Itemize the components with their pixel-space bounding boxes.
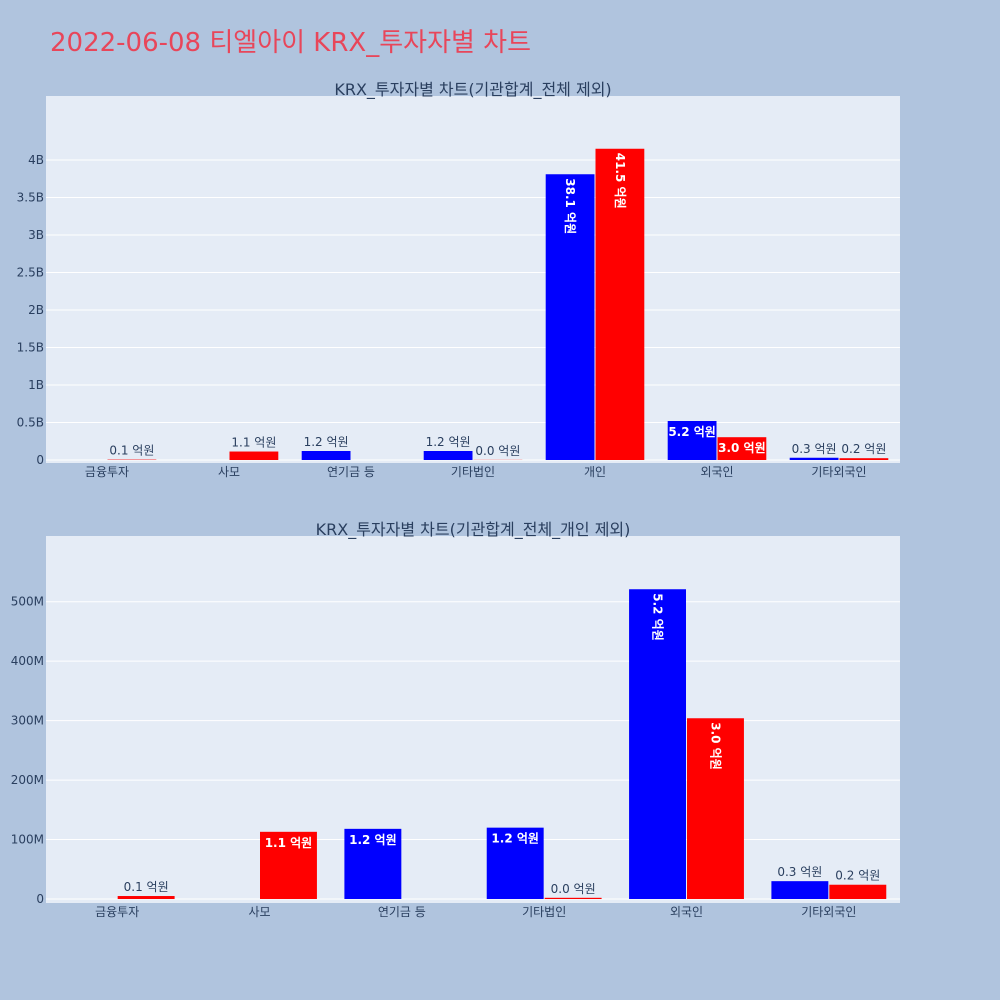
chart-title: KRX_투자자별 차트(기관합계_전체_개인 제외) bbox=[316, 520, 631, 540]
x-tick-label: 외국인 bbox=[670, 905, 703, 919]
page-title: 2022-06-08 티엘아이 KRX_투자자별 차트 bbox=[50, 28, 532, 58]
y-tick-label: 200M bbox=[11, 773, 44, 787]
x-tick-label: 연기금 등 bbox=[378, 905, 426, 919]
chart-title: KRX_투자자별 차트(기관합계_전체 제외) bbox=[334, 80, 611, 100]
bar bbox=[717, 437, 767, 460]
bar bbox=[486, 827, 544, 899]
bar bbox=[423, 451, 473, 460]
x-tick-label: 기타법인 bbox=[451, 465, 495, 479]
y-tick-label: 400M bbox=[11, 654, 44, 668]
data-label: 0.0 억원 bbox=[475, 444, 520, 458]
bar bbox=[629, 589, 686, 899]
x-tick-label: 사모 bbox=[248, 905, 270, 919]
y-tick-label: 0 bbox=[36, 453, 44, 467]
chart-1: 0 0.5B 1B 1.5B 2B 2.5B 3B 3.5B 4B KRX_투자자별 차트(기관합… bbox=[17, 80, 900, 479]
y-tick-label: 2B bbox=[28, 303, 44, 317]
data-label: 5.2 억원 bbox=[668, 425, 716, 439]
y-tick-label: 0.5B bbox=[17, 416, 44, 430]
data-label: 38.1 억원 bbox=[563, 178, 577, 234]
plot-area bbox=[46, 536, 900, 903]
bar bbox=[544, 897, 602, 899]
bar bbox=[839, 458, 889, 460]
bar bbox=[344, 828, 402, 899]
data-label: 1.2 억원 bbox=[491, 832, 539, 846]
data-label: 1.2 억원 bbox=[349, 833, 397, 847]
plot-area bbox=[46, 96, 900, 463]
data-label: 0.0 억원 bbox=[551, 882, 596, 896]
x-tick-label: 외국인 bbox=[700, 465, 733, 479]
data-label: 41.5 억원 bbox=[613, 153, 627, 209]
data-label: 1.1 억원 bbox=[265, 836, 313, 850]
data-label: 3.0 억원 bbox=[718, 441, 766, 455]
y-tick-label: 3.5B bbox=[17, 191, 44, 205]
data-label: 0.3 억원 bbox=[792, 442, 837, 456]
y-tick-label: 3B bbox=[28, 228, 44, 242]
y-tick-label: 100M bbox=[11, 833, 44, 847]
y-tick-label: 300M bbox=[11, 714, 44, 728]
data-label: 0.1 억원 bbox=[124, 880, 169, 894]
chart-2: 0 100M 200M 300M 400M 500M KRX_투자자별 차트(기관합계_전체… bbox=[11, 520, 900, 919]
y-tick-label: 4B bbox=[28, 153, 44, 167]
data-label: 0.2 억원 bbox=[841, 442, 886, 456]
data-label: 0.1 억원 bbox=[109, 444, 154, 458]
bar bbox=[789, 457, 839, 460]
data-label: 1.2 억원 bbox=[426, 435, 471, 449]
x-tick-label: 연기금 등 bbox=[327, 465, 375, 479]
y-tick-label: 500M bbox=[11, 595, 44, 609]
y-tick-label: 2.5B bbox=[17, 266, 44, 280]
x-tick-label: 기타법인 bbox=[522, 905, 566, 919]
x-tick-label: 금융투자 bbox=[85, 465, 129, 479]
y-tick-label: 1B bbox=[28, 378, 44, 392]
x-tick-label: 금융투자 bbox=[95, 905, 139, 919]
y-tick-label: 1.5B bbox=[17, 341, 44, 355]
x-tick-label: 사모 bbox=[218, 465, 240, 479]
bar bbox=[229, 451, 279, 460]
bar bbox=[301, 451, 351, 460]
bar bbox=[687, 718, 744, 899]
x-tick-label: 기타외국인 bbox=[811, 465, 866, 479]
bar bbox=[545, 174, 595, 460]
data-label: 1.2 억원 bbox=[304, 435, 349, 449]
bar bbox=[771, 881, 829, 899]
x-tick-label: 개인 bbox=[584, 465, 606, 479]
data-label: 1.1 억원 bbox=[231, 436, 276, 450]
x-tick-label: 기타외국인 bbox=[801, 905, 856, 919]
data-label: 3.0 억원 bbox=[708, 722, 722, 770]
bar bbox=[260, 831, 317, 899]
bar bbox=[117, 896, 175, 899]
bar bbox=[595, 148, 645, 460]
bar bbox=[667, 421, 717, 460]
y-tick-label: 0 bbox=[36, 892, 44, 906]
data-label: 5.2 억원 bbox=[651, 593, 665, 641]
bar bbox=[829, 884, 887, 899]
data-label: 0.2 억원 bbox=[835, 869, 880, 883]
data-label: 0.3 억원 bbox=[777, 865, 822, 879]
